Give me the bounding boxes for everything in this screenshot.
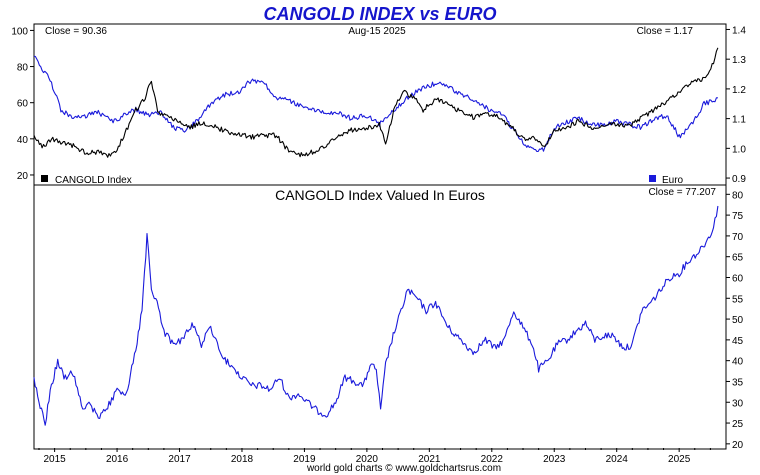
y-left-tick-label: 80 <box>17 63 29 74</box>
y-right-tick-label: 55 <box>732 294 744 305</box>
x-tick-label: 2022 <box>481 454 504 465</box>
top-panel-frame <box>33 23 727 186</box>
bottom-panel-frame <box>33 184 727 450</box>
x-tick-label: 2024 <box>606 454 629 465</box>
cangold-euro-series-line <box>33 205 719 426</box>
y-right-tick-label: 60 <box>732 273 744 284</box>
y-right-tick-label: 20 <box>732 440 744 451</box>
x-tick-label: 2019 <box>293 454 316 465</box>
legend-euro-swatch <box>649 175 656 182</box>
x-tick-label: 2023 <box>543 454 566 465</box>
y-right-tick-label: 45 <box>732 336 744 347</box>
y-left-tick-label: 40 <box>17 135 29 146</box>
x-tick-label: 2020 <box>356 454 379 465</box>
y-left-tick-label: 20 <box>17 171 29 182</box>
y-right-tick-label: 40 <box>732 357 744 368</box>
y-right-tick-label: 75 <box>732 211 744 222</box>
y-left-tick-label: 60 <box>17 99 29 110</box>
y-right-tick-label: 1.4 <box>732 25 746 36</box>
y-left-tick-label: 100 <box>11 26 28 37</box>
x-tick-label: 2018 <box>231 454 254 465</box>
y-right-tick-label: 50 <box>732 315 744 326</box>
y-right-tick-label: 70 <box>732 232 744 243</box>
legend-euro-label: Euro <box>662 175 684 186</box>
y-right-tick-label: 35 <box>732 377 744 388</box>
y-right-tick-label: 30 <box>732 398 744 409</box>
bottom-right-close-label: Close = 77.207 <box>648 187 716 198</box>
bottom-panel-title: CANGOLD Index Valued In Euros <box>275 187 485 203</box>
y-right-tick-label: 0.9 <box>732 174 746 185</box>
y-right-tick-label: 65 <box>732 253 744 264</box>
y-right-tick-label: 1.2 <box>732 85 746 96</box>
legend-index-label: CANGOLD Index <box>55 175 132 186</box>
top-date-label: Aug-15 2025 <box>348 26 406 37</box>
y-right-tick-label: 1.0 <box>732 144 746 155</box>
top-left-close-label: Close = 90.36 <box>45 26 107 37</box>
euro-series-line <box>33 55 718 153</box>
y-right-tick-label: 80 <box>732 190 744 201</box>
y-right-tick-label: 1.3 <box>732 55 746 66</box>
footer-credit: world gold charts © www.goldchartsrus.co… <box>306 463 501 474</box>
x-tick-label: 2025 <box>668 454 691 465</box>
chart-marks: 204060801000.91.01.11.21.31.420253035404… <box>11 25 746 465</box>
top-right-close-label: Close = 1.17 <box>637 26 694 37</box>
y-right-tick-label: 25 <box>732 419 744 430</box>
cangold-index-series-line <box>33 47 719 158</box>
x-tick-label: 2015 <box>43 454 66 465</box>
legend-index-swatch <box>41 175 48 182</box>
x-tick-label: 2016 <box>106 454 129 465</box>
x-tick-label: 2017 <box>168 454 191 465</box>
x-tick-label: 2021 <box>418 454 441 465</box>
chart-title: CANGOLD INDEX vs EURO <box>263 4 496 24</box>
y-right-tick-label: 1.1 <box>732 115 746 126</box>
